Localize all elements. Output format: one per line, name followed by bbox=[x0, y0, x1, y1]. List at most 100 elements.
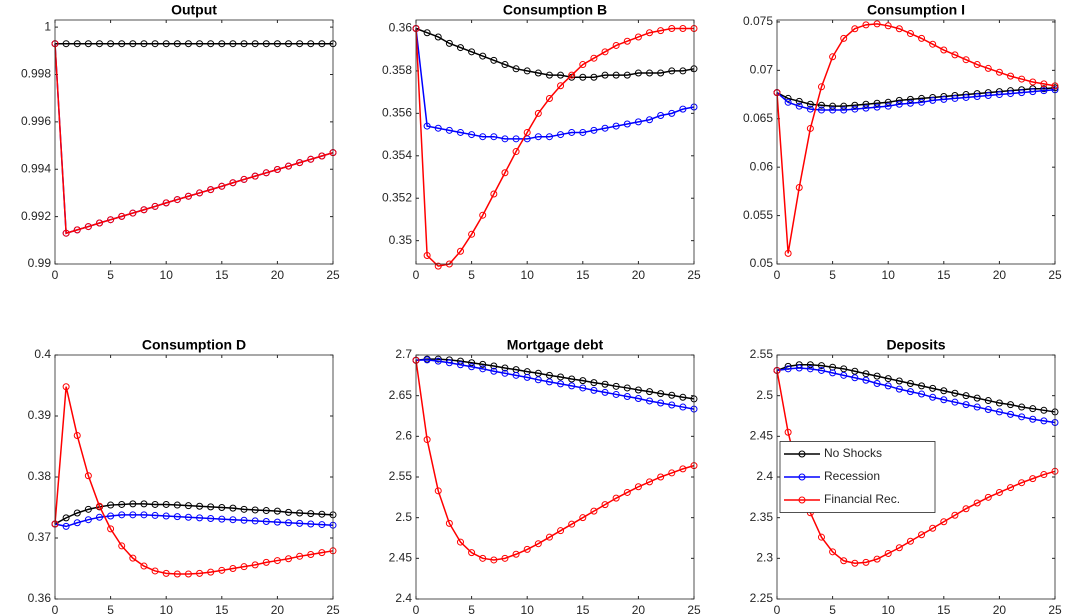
marker bbox=[151, 511, 159, 519]
marker bbox=[173, 513, 181, 521]
y-tick-label: 0.998 bbox=[21, 67, 51, 81]
marker bbox=[579, 384, 587, 392]
marker bbox=[895, 96, 903, 104]
marker bbox=[207, 186, 215, 194]
marker bbox=[262, 169, 270, 177]
marker bbox=[646, 388, 654, 396]
marker bbox=[173, 570, 181, 578]
marker bbox=[806, 124, 814, 132]
marker bbox=[318, 521, 326, 529]
y-tick-label: 2.35 bbox=[750, 510, 774, 524]
marker bbox=[501, 554, 509, 562]
marker bbox=[285, 555, 293, 563]
marker bbox=[829, 102, 837, 110]
marker bbox=[251, 172, 259, 180]
marker bbox=[490, 362, 498, 370]
marker bbox=[906, 388, 914, 396]
marker bbox=[1040, 80, 1048, 88]
marker bbox=[129, 40, 137, 48]
marker bbox=[229, 179, 237, 187]
marker bbox=[634, 33, 642, 41]
marker bbox=[884, 102, 892, 110]
marker bbox=[118, 542, 126, 550]
marker bbox=[129, 554, 137, 562]
marker bbox=[840, 365, 848, 373]
marker bbox=[601, 501, 609, 509]
y-tick-label: 0.994 bbox=[21, 161, 51, 175]
marker bbox=[296, 40, 304, 48]
marker bbox=[634, 69, 642, 77]
marker bbox=[862, 100, 870, 108]
y-tick-label: 0.38 bbox=[28, 469, 52, 483]
marker bbox=[445, 39, 453, 47]
marker bbox=[318, 510, 326, 518]
marker bbox=[929, 40, 937, 48]
marker bbox=[129, 500, 137, 508]
marker bbox=[795, 102, 803, 110]
marker bbox=[806, 105, 814, 113]
marker bbox=[657, 390, 665, 398]
y-tick-label: 0.996 bbox=[21, 114, 51, 128]
marker bbox=[207, 568, 215, 576]
marker bbox=[151, 567, 159, 575]
marker bbox=[817, 362, 825, 370]
marker bbox=[62, 383, 70, 391]
marker bbox=[62, 522, 70, 530]
marker bbox=[817, 83, 825, 91]
y-tick-label: 0.35 bbox=[389, 233, 413, 247]
y-tick-label: 0.05 bbox=[750, 256, 774, 270]
marker bbox=[601, 71, 609, 79]
marker bbox=[590, 507, 598, 515]
marker bbox=[251, 517, 259, 525]
marker bbox=[840, 557, 848, 565]
x-tick-label: 10 bbox=[160, 268, 174, 282]
y-tick-label: 2.7 bbox=[395, 347, 412, 361]
marker bbox=[995, 488, 1003, 496]
marker bbox=[251, 561, 259, 569]
series-line bbox=[415, 28, 695, 140]
marker bbox=[579, 514, 587, 522]
marker bbox=[262, 507, 270, 515]
marker bbox=[851, 25, 859, 33]
marker bbox=[512, 65, 520, 73]
marker bbox=[285, 40, 293, 48]
series-line bbox=[54, 514, 334, 528]
chart-title: Mortgage debt bbox=[507, 337, 604, 353]
x-tick-label: 20 bbox=[632, 268, 646, 282]
marker bbox=[468, 230, 476, 238]
marker bbox=[951, 398, 959, 406]
marker bbox=[679, 393, 687, 401]
marker bbox=[951, 94, 959, 102]
marker bbox=[95, 502, 103, 510]
marker bbox=[679, 24, 687, 32]
marker bbox=[1007, 484, 1015, 492]
marker bbox=[62, 514, 70, 522]
marker bbox=[107, 512, 115, 520]
marker bbox=[118, 212, 126, 220]
marker bbox=[501, 369, 509, 377]
marker bbox=[534, 69, 542, 77]
marker bbox=[240, 175, 248, 183]
marker bbox=[906, 99, 914, 107]
marker bbox=[162, 500, 170, 508]
marker bbox=[623, 71, 631, 79]
marker bbox=[906, 379, 914, 387]
marker bbox=[118, 40, 126, 48]
marker bbox=[423, 29, 431, 37]
marker bbox=[262, 518, 270, 526]
plot-area bbox=[416, 355, 694, 599]
marker bbox=[557, 380, 565, 388]
marker bbox=[218, 40, 226, 48]
marker bbox=[895, 544, 903, 552]
marker bbox=[1029, 78, 1037, 86]
marker bbox=[557, 373, 565, 381]
marker bbox=[196, 514, 204, 522]
x-tick-label: 25 bbox=[687, 268, 701, 282]
marker bbox=[679, 105, 687, 113]
y-tick-label: 2.4 bbox=[395, 591, 412, 605]
marker bbox=[1018, 479, 1026, 487]
marker bbox=[1040, 417, 1048, 425]
chart-title: Output bbox=[171, 2, 217, 18]
marker bbox=[817, 533, 825, 541]
marker bbox=[434, 487, 442, 495]
